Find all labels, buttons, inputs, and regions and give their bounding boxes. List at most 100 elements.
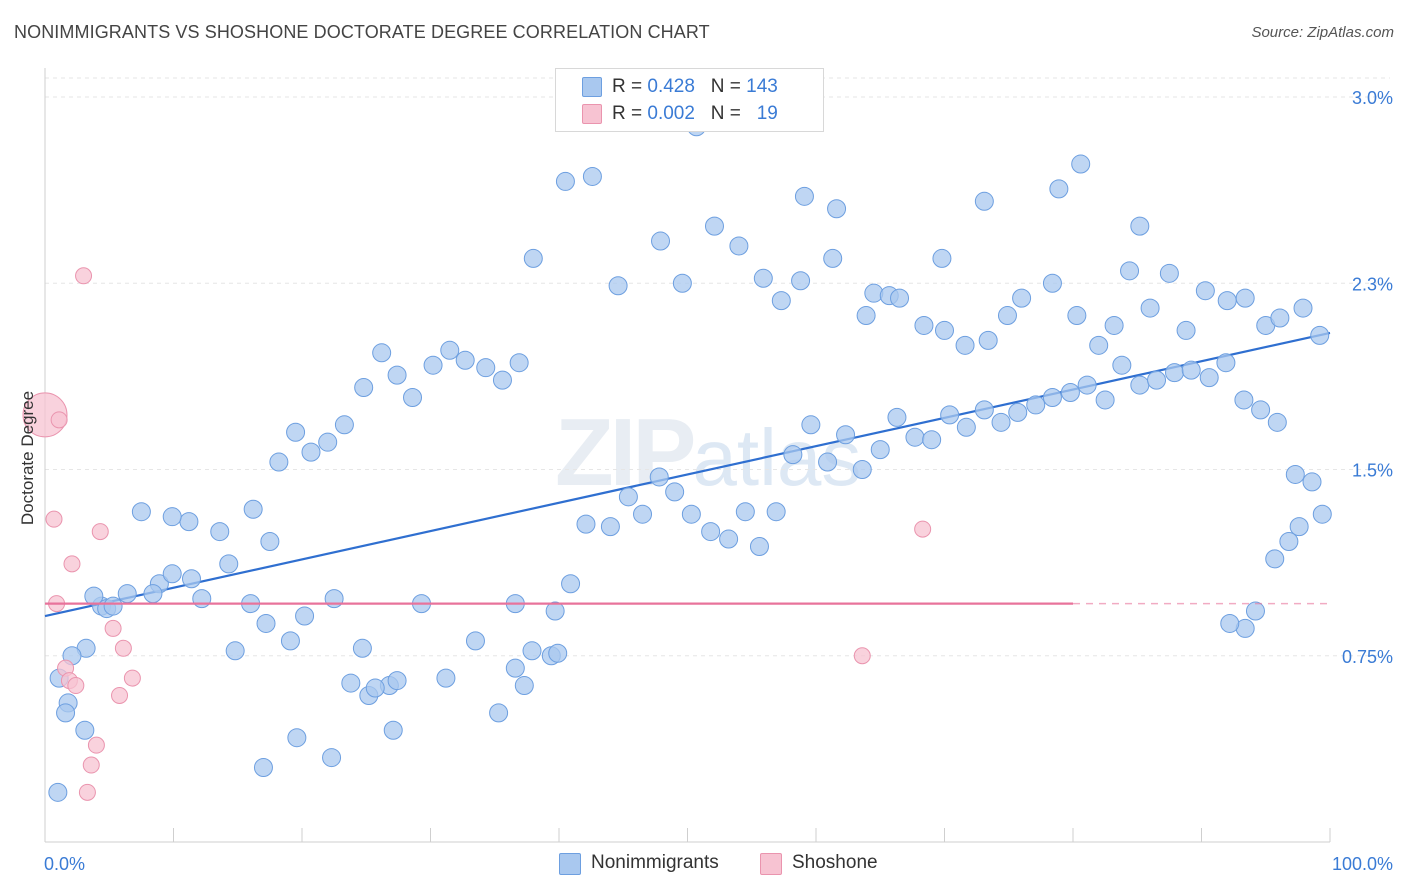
data-point-nonimmigrants: [701, 522, 721, 542]
data-point-nonimmigrants: [256, 613, 276, 633]
data-point-nonimmigrants: [576, 514, 596, 534]
data-point-nonimmigrants: [1130, 375, 1150, 395]
data-point-nonimmigrants: [555, 171, 575, 191]
data-point-nonimmigrants: [295, 606, 315, 626]
x-tick-label: 0.0%: [44, 854, 85, 874]
data-point-nonimmigrants: [704, 216, 724, 236]
data-point-nonimmigrants: [1245, 601, 1265, 621]
data-point-nonimmigrants: [608, 276, 628, 296]
data-point-nonimmigrants: [940, 405, 960, 425]
data-point-nonimmigrants: [365, 678, 385, 698]
legend-swatch-blue: [582, 77, 602, 97]
data-point-nonimmigrants: [131, 502, 151, 522]
data-point-nonimmigrants: [1042, 387, 1062, 407]
data-point-nonimmigrants: [1140, 298, 1160, 318]
data-point-nonimmigrants: [1049, 179, 1069, 199]
data-point-nonimmigrants: [489, 703, 509, 723]
data-point-nonimmigrants: [1216, 353, 1236, 373]
data-point-nonimmigrants: [974, 191, 994, 211]
data-point-shoshone: [104, 619, 122, 637]
data-point-nonimmigrants: [1159, 263, 1179, 283]
chart-title: NONIMMIGRANTS VS SHOSHONE DOCTORATE DEGR…: [14, 22, 710, 42]
data-point-shoshone: [853, 647, 871, 665]
data-point-nonimmigrants: [324, 589, 344, 609]
legend-r-label: R =: [612, 103, 643, 124]
data-point-nonimmigrants: [179, 512, 199, 532]
data-point-nonimmigrants: [1312, 504, 1332, 524]
data-point-nonimmigrants: [352, 638, 372, 658]
series-nonimmigrants: [48, 117, 1332, 802]
data-point-shoshone: [91, 523, 109, 541]
data-point-nonimmigrants: [1234, 390, 1254, 410]
data-point-shoshone: [111, 686, 129, 704]
legend-r-label: R =: [612, 76, 643, 97]
data-point-nonimmigrants: [1267, 412, 1287, 432]
data-point-nonimmigrants: [1217, 291, 1237, 311]
trend-line-nonimmigrants: [44, 331, 1331, 618]
y-tick-label: 3.0%: [1352, 88, 1393, 108]
data-point-nonimmigrants: [383, 720, 403, 740]
data-point-nonimmigrants: [440, 340, 460, 360]
data-point-nonimmigrants: [280, 631, 300, 651]
y-tick-label: 0.75%: [1342, 647, 1393, 667]
legend-n-value: 19: [756, 103, 778, 124]
data-point-nonimmigrants: [1289, 517, 1309, 537]
data-point-nonimmigrants: [672, 273, 692, 293]
y-axis-label: Doctorate Degree: [18, 390, 37, 526]
data-point-nonimmigrants: [1265, 549, 1285, 569]
legend-r-value: 0.428: [647, 76, 695, 97]
data-point-nonimmigrants: [791, 271, 811, 291]
data-point-nonimmigrants: [1095, 390, 1115, 410]
data-point-nonimmigrants: [269, 452, 289, 472]
data-point-nonimmigrants: [354, 378, 374, 398]
data-point-nonimmigrants: [1120, 261, 1140, 281]
data-point-nonimmigrants: [162, 507, 182, 527]
data-point-nonimmigrants: [890, 288, 910, 308]
data-point-nonimmigrants: [870, 440, 890, 460]
data-point-nonimmigrants: [492, 370, 512, 390]
data-point-nonimmigrants: [729, 236, 749, 256]
data-point-nonimmigrants: [225, 641, 245, 661]
data-point-nonimmigrants: [783, 445, 803, 465]
data-point-nonimmigrants: [956, 417, 976, 437]
data-point-nonimmigrants: [1089, 335, 1109, 355]
data-point-nonimmigrants: [905, 427, 925, 447]
data-point-nonimmigrants: [1104, 315, 1124, 335]
data-point-nonimmigrants: [836, 425, 856, 445]
tick-labels: 0.75% 1.5% 2.3% 3.0% 0.0% 100.0%: [44, 88, 1393, 874]
data-point-nonimmigrants: [1285, 464, 1305, 484]
data-point-nonimmigrants: [856, 306, 876, 326]
data-point-nonimmigrants: [523, 248, 543, 268]
data-point-nonimmigrants: [103, 596, 123, 616]
data-point-nonimmigrants: [162, 564, 182, 584]
data-point-nonimmigrants: [1026, 395, 1046, 415]
data-point-nonimmigrants: [801, 415, 821, 435]
data-point-nonimmigrants: [243, 499, 263, 519]
data-point-shoshone: [123, 669, 141, 687]
data-point-nonimmigrants: [914, 315, 934, 335]
legend-swatch-pink: [582, 104, 602, 124]
data-point-nonimmigrants: [1176, 320, 1196, 340]
data-point-nonimmigrants: [322, 748, 342, 768]
data-point-nonimmigrants: [618, 487, 638, 507]
data-point-nonimmigrants: [455, 350, 475, 370]
data-point-nonimmigrants: [75, 720, 95, 740]
data-point-nonimmigrants: [1310, 325, 1330, 345]
data-point-nonimmigrants: [827, 199, 847, 219]
data-point-shoshone: [50, 411, 68, 429]
data-point-nonimmigrants: [1181, 360, 1201, 380]
data-point-nonimmigrants: [1077, 375, 1097, 395]
data-point-nonimmigrants: [935, 320, 954, 340]
trend-nonimmigrants: [44, 331, 1331, 618]
data-point-nonimmigrants: [681, 504, 701, 524]
legend-r-value: 0.002: [647, 103, 695, 124]
bottom-legend-swatch-blue: [559, 853, 581, 875]
data-point-shoshone: [63, 555, 81, 573]
data-point-nonimmigrants: [852, 460, 872, 479]
data-point-nonimmigrants: [1251, 400, 1271, 420]
x-tick-label: 100.0%: [1332, 854, 1393, 874]
data-point-nonimmigrants: [301, 442, 321, 462]
data-point-nonimmigrants: [1112, 355, 1132, 375]
data-point-nonimmigrants: [436, 668, 456, 688]
